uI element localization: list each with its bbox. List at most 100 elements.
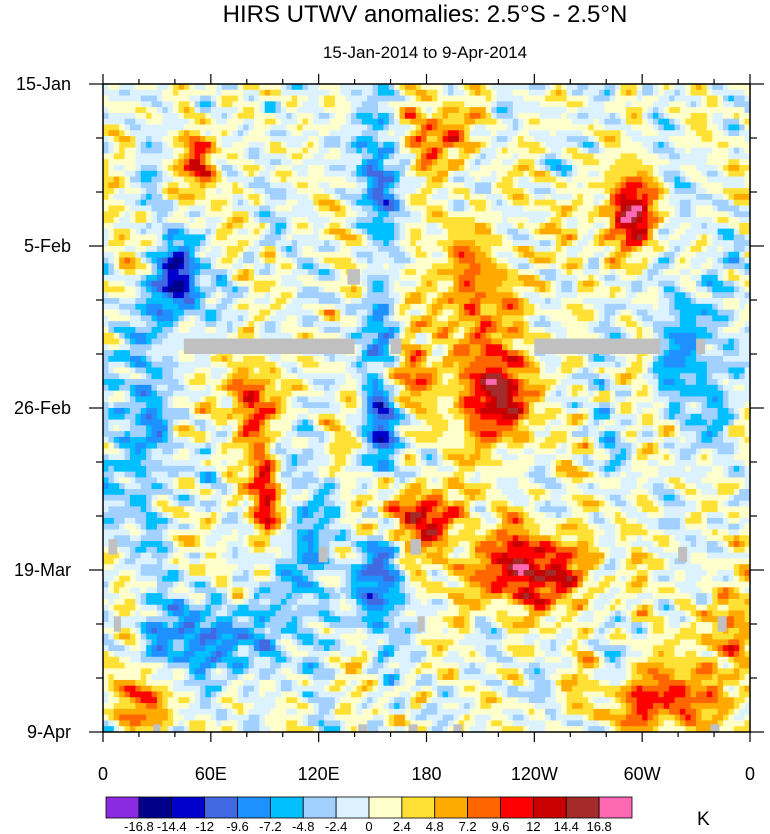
heatmap-cell [221, 292, 228, 299]
heatmap-cell [329, 274, 336, 282]
heatmap-cell [178, 101, 185, 108]
heatmap-cell [431, 182, 438, 189]
heatmap-cell [340, 95, 347, 102]
heatmap-cell [507, 222, 514, 230]
heatmap-cell [162, 222, 169, 230]
heatmap-cell [663, 298, 670, 305]
heatmap-cell [652, 246, 659, 253]
heatmap-cell [620, 199, 627, 206]
heatmap-cell [140, 228, 147, 235]
heatmap-cell [103, 153, 109, 160]
heatmap-cell [604, 246, 611, 253]
heatmap-cell [135, 101, 142, 108]
heatmap-cell [356, 130, 363, 137]
heatmap-cell [577, 153, 584, 160]
heatmap-cell [173, 263, 179, 270]
heatmap-cell [652, 298, 659, 305]
heatmap-cell [507, 101, 514, 108]
heatmap-cell [728, 274, 735, 282]
heatmap-cell [588, 286, 595, 293]
heatmap-cell [383, 292, 390, 299]
heatmap-cell [318, 170, 325, 177]
heatmap-cell [189, 159, 196, 166]
heatmap-cell [302, 95, 309, 102]
heatmap-cell [685, 205, 692, 212]
heatmap-cell [539, 193, 546, 201]
heatmap-cell [361, 95, 368, 102]
heatmap-cell [496, 228, 503, 235]
heatmap-cell [609, 188, 616, 195]
heatmap-cell [426, 222, 433, 230]
heatmap-cell [200, 246, 206, 253]
heatmap-cell [582, 176, 589, 183]
heatmap-cell [291, 217, 298, 224]
heatmap-cell [593, 101, 600, 108]
heatmap-cell [485, 165, 492, 172]
heatmap-cell [200, 269, 206, 276]
heatmap-cell [658, 188, 665, 195]
heatmap-cell [324, 274, 330, 282]
heatmap-cell [124, 211, 131, 218]
heatmap-cell [367, 153, 373, 160]
heatmap-cell [528, 153, 535, 160]
heatmap-cell [410, 84, 417, 91]
heatmap-cell [108, 274, 115, 282]
heatmap-cell [442, 136, 449, 143]
heatmap-cell [394, 84, 400, 91]
heatmap-cell [658, 95, 665, 102]
heatmap-cell [302, 286, 309, 293]
heatmap-cell [588, 84, 595, 91]
heatmap-cell [717, 176, 724, 183]
heatmap-cell [399, 199, 406, 206]
heatmap-cell [302, 292, 309, 299]
heatmap-cell [491, 147, 497, 154]
heatmap-cell [243, 240, 249, 247]
heatmap-cell [485, 321, 492, 328]
heatmap-cell [356, 170, 363, 177]
heatmap-cell [507, 298, 514, 305]
heatmap-cell [647, 251, 654, 258]
heatmap-cell [243, 309, 249, 316]
heatmap-cell [491, 176, 497, 183]
heatmap-cell [324, 257, 330, 264]
heatmap-cell [534, 217, 541, 224]
heatmap-cell [108, 141, 115, 149]
heatmap-cell [356, 228, 363, 235]
heatmap-cell [221, 315, 228, 322]
heatmap-cell [723, 170, 729, 177]
heatmap-cell [593, 153, 600, 160]
heatmap-cell [647, 274, 654, 282]
heatmap-cell [259, 315, 266, 322]
heatmap-cell [593, 205, 600, 212]
heatmap-cell [566, 228, 573, 235]
heatmap-cell [189, 136, 196, 143]
heatmap-cell [297, 228, 303, 235]
heatmap-cell [431, 141, 438, 149]
heatmap-cell [264, 240, 271, 247]
heatmap-cell [712, 257, 719, 264]
heatmap-cell [690, 222, 697, 230]
heatmap-cell [270, 95, 276, 102]
heatmap-cell [388, 321, 395, 328]
heatmap-cell [523, 292, 530, 299]
heatmap-cell [523, 257, 530, 264]
heatmap-cell [216, 118, 223, 125]
heatmap-cell [178, 263, 185, 270]
heatmap-cell [609, 240, 616, 247]
heatmap-cell [647, 240, 654, 247]
heatmap-cell [609, 165, 616, 172]
heatmap-cell [383, 95, 390, 102]
heatmap-cell [669, 205, 675, 212]
heatmap-cell [566, 193, 573, 201]
heatmap-cell [572, 211, 578, 218]
heatmap-cell [232, 124, 239, 131]
heatmap-cell [205, 118, 212, 125]
heatmap-cell [361, 234, 368, 241]
heatmap-cell [491, 274, 497, 282]
heatmap-cell [566, 205, 573, 212]
heatmap-cell [599, 147, 605, 154]
heatmap-cell [663, 234, 670, 241]
heatmap-cell [690, 211, 697, 218]
heatmap-cell [318, 176, 325, 183]
heatmap-cell [410, 188, 417, 195]
